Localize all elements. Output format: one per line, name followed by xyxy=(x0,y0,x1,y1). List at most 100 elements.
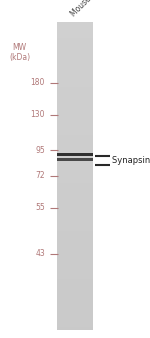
Bar xyxy=(57,78,93,80)
Bar xyxy=(57,151,93,152)
Bar xyxy=(57,39,93,40)
Bar xyxy=(57,252,93,254)
Bar xyxy=(57,219,93,220)
Bar xyxy=(57,44,93,45)
Bar xyxy=(57,232,93,234)
Bar xyxy=(57,41,93,42)
Bar xyxy=(57,234,93,236)
Bar xyxy=(57,325,93,327)
Text: 95: 95 xyxy=(35,146,45,155)
Bar xyxy=(57,57,93,58)
Bar xyxy=(57,166,93,167)
Bar xyxy=(57,91,93,92)
Bar xyxy=(57,180,93,181)
Bar xyxy=(57,198,93,200)
Text: Mouse brain: Mouse brain xyxy=(69,0,108,19)
Bar xyxy=(57,84,93,86)
Bar xyxy=(57,77,93,79)
Bar xyxy=(57,45,93,46)
Bar xyxy=(57,64,93,65)
Bar xyxy=(57,241,93,243)
Bar xyxy=(57,106,93,107)
Bar xyxy=(57,197,93,199)
Bar xyxy=(57,200,93,202)
Bar xyxy=(57,282,93,284)
Text: 55: 55 xyxy=(35,203,45,212)
Bar xyxy=(57,309,93,310)
Bar xyxy=(57,250,93,252)
Bar xyxy=(57,28,93,29)
Bar xyxy=(57,38,93,39)
Bar xyxy=(57,240,93,242)
Bar xyxy=(57,221,93,222)
Bar xyxy=(57,280,93,282)
Bar xyxy=(57,303,93,304)
Bar xyxy=(57,311,93,312)
Bar xyxy=(57,182,93,183)
Bar xyxy=(57,231,93,233)
Bar xyxy=(57,63,93,64)
Bar xyxy=(57,147,93,148)
Bar xyxy=(57,168,93,169)
Bar xyxy=(57,314,93,316)
Bar xyxy=(57,32,93,33)
Bar xyxy=(57,122,93,124)
Bar xyxy=(57,61,93,62)
Bar xyxy=(57,141,93,142)
Bar xyxy=(57,202,93,204)
Bar xyxy=(57,208,93,209)
Bar xyxy=(57,255,93,256)
Bar xyxy=(57,246,93,248)
Bar xyxy=(57,150,93,151)
Bar xyxy=(57,275,93,276)
Bar xyxy=(57,178,93,179)
Bar xyxy=(57,158,93,161)
Bar xyxy=(57,79,93,81)
Bar xyxy=(57,312,93,313)
Bar xyxy=(57,87,93,88)
Bar xyxy=(57,177,93,178)
Bar xyxy=(57,181,93,182)
Bar xyxy=(57,47,93,48)
Bar xyxy=(57,243,93,245)
Bar xyxy=(57,239,93,241)
Bar xyxy=(57,124,93,126)
Bar xyxy=(57,129,93,131)
Bar xyxy=(57,110,93,112)
Bar xyxy=(57,167,93,168)
Bar xyxy=(57,56,93,57)
Bar xyxy=(57,146,93,147)
Bar xyxy=(57,30,93,31)
Bar xyxy=(57,169,93,170)
Bar xyxy=(57,235,93,237)
Bar xyxy=(57,254,93,255)
Bar xyxy=(57,52,93,53)
Text: MW
(kDa): MW (kDa) xyxy=(9,43,30,62)
Bar xyxy=(57,277,93,279)
Bar xyxy=(57,31,93,32)
Bar xyxy=(57,140,93,141)
Bar xyxy=(57,228,93,230)
Bar xyxy=(57,46,93,47)
Text: 180: 180 xyxy=(31,78,45,87)
Bar xyxy=(57,263,93,264)
Bar xyxy=(57,288,93,289)
Bar xyxy=(57,26,93,27)
Bar xyxy=(57,76,93,78)
Bar xyxy=(57,116,93,118)
Bar xyxy=(57,308,93,309)
Bar xyxy=(57,192,93,194)
Bar xyxy=(57,113,93,115)
Bar xyxy=(57,149,93,150)
Bar xyxy=(57,148,93,149)
Bar xyxy=(57,111,93,113)
Bar xyxy=(57,321,93,323)
Bar xyxy=(57,176,93,177)
Bar xyxy=(57,267,93,268)
Bar xyxy=(57,264,93,265)
Bar xyxy=(57,174,93,175)
Bar xyxy=(57,316,93,318)
Bar xyxy=(57,328,93,329)
Bar xyxy=(57,265,93,266)
Bar xyxy=(57,74,93,76)
